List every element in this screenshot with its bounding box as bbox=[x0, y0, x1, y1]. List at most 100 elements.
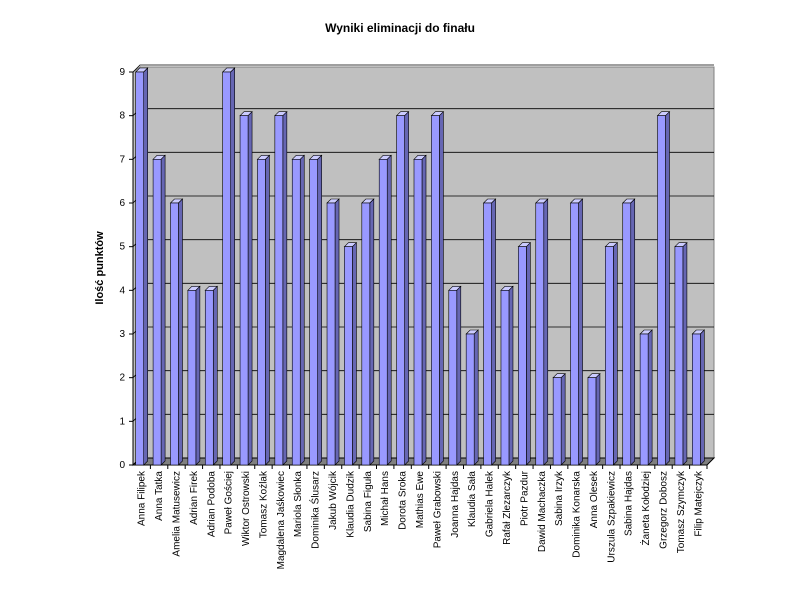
x-tick-label: Adrian Podoba bbox=[206, 471, 217, 538]
bar bbox=[604, 241, 619, 466]
bar-side bbox=[195, 285, 201, 466]
bar bbox=[639, 329, 653, 466]
bar-side bbox=[700, 329, 705, 466]
bar-front bbox=[396, 115, 405, 466]
bar-side bbox=[456, 285, 462, 466]
x-tick-label: Tomasz Szymczyk bbox=[676, 470, 687, 553]
bar-side bbox=[282, 110, 288, 466]
bar-front bbox=[187, 290, 197, 466]
bar-front bbox=[135, 71, 144, 466]
bar-side bbox=[265, 154, 270, 466]
bar-front bbox=[605, 246, 614, 466]
bar bbox=[448, 285, 462, 466]
bar bbox=[430, 110, 445, 466]
bar-front bbox=[535, 202, 545, 466]
bar bbox=[674, 241, 688, 466]
bar bbox=[622, 198, 636, 466]
y-tick-label: 2 bbox=[119, 373, 125, 384]
x-tick-label: Mathias Ewe bbox=[415, 471, 426, 529]
bar bbox=[395, 110, 410, 466]
bar bbox=[343, 241, 358, 466]
bar-side bbox=[613, 241, 618, 466]
bar-front bbox=[239, 115, 249, 466]
bar-front bbox=[274, 115, 284, 466]
x-tick-label: Jakub Wójcik bbox=[328, 470, 339, 530]
bar-front bbox=[692, 333, 701, 466]
grid-line bbox=[132, 64, 714, 73]
y-tick-label: 8 bbox=[119, 111, 125, 122]
bar-side bbox=[543, 198, 549, 466]
bar-side bbox=[143, 67, 148, 466]
bar-front bbox=[622, 202, 632, 466]
bar-front bbox=[639, 333, 649, 466]
x-tick-label: Gabriela Halek bbox=[485, 470, 496, 537]
bar-front bbox=[152, 159, 162, 466]
bar-side bbox=[178, 198, 183, 466]
bar bbox=[308, 154, 323, 466]
x-tick-label: Joanna Hajdas bbox=[450, 471, 461, 538]
bar bbox=[413, 154, 427, 466]
bar bbox=[569, 198, 584, 466]
x-tick-label: Sabina Irzyk bbox=[554, 470, 565, 526]
bar-front bbox=[674, 246, 684, 466]
bar bbox=[500, 285, 514, 466]
y-axis-label: Ilość punktów bbox=[94, 231, 106, 305]
bar-front bbox=[361, 202, 371, 466]
bar bbox=[326, 198, 340, 466]
bar-side bbox=[682, 241, 688, 466]
bar-front bbox=[257, 159, 266, 466]
x-tick-label: Magdalena Jaśkowiec bbox=[276, 471, 287, 569]
x-tick-label: Tomasz Koźlak bbox=[258, 470, 269, 538]
x-tick-label: Mariola Słonka bbox=[293, 471, 304, 538]
bar bbox=[291, 154, 305, 466]
bar-side bbox=[630, 198, 636, 466]
x-tick-label: Dominika Ślusarz bbox=[309, 471, 322, 549]
x-tick-label: Żaneta Kołodziej bbox=[639, 471, 652, 546]
bar-front bbox=[518, 246, 527, 466]
bar bbox=[465, 329, 479, 466]
bar bbox=[152, 154, 166, 466]
x-tick-label: Adrian Firek bbox=[189, 470, 200, 525]
bar bbox=[204, 285, 218, 466]
bar-side bbox=[595, 372, 601, 466]
bar-side bbox=[404, 110, 409, 466]
bar-front bbox=[170, 202, 179, 466]
bar-front bbox=[204, 290, 214, 466]
bar-side bbox=[491, 198, 496, 466]
bar-side bbox=[317, 154, 322, 466]
bar-front bbox=[222, 71, 231, 466]
bar-front bbox=[500, 290, 510, 466]
bar-front bbox=[552, 377, 562, 466]
bar bbox=[482, 198, 497, 466]
bar bbox=[221, 67, 236, 466]
bar-front bbox=[291, 159, 301, 466]
bar bbox=[256, 154, 271, 466]
y-tick-label: 3 bbox=[119, 329, 125, 340]
bar-front bbox=[431, 115, 440, 466]
bar-front bbox=[448, 290, 458, 466]
x-tick-label: Urszula Szpakiewicz bbox=[606, 471, 617, 563]
bar-front bbox=[465, 333, 475, 466]
bar-front bbox=[483, 202, 492, 466]
bar bbox=[656, 110, 671, 466]
y-tick-label: 9 bbox=[119, 67, 125, 78]
bar-front bbox=[657, 115, 666, 466]
bar-side bbox=[421, 154, 427, 466]
bar-side bbox=[526, 241, 531, 466]
bar-front bbox=[344, 246, 353, 466]
bar bbox=[361, 198, 375, 466]
bar bbox=[378, 154, 392, 466]
x-tick-label: Dawid Machaczka bbox=[537, 471, 548, 553]
bar bbox=[691, 329, 706, 466]
x-tick-label: Klaudia Sała bbox=[467, 471, 478, 528]
y-tick-label: 4 bbox=[119, 285, 125, 296]
x-tick-label: Dorota Sroka bbox=[398, 471, 409, 530]
bar-side bbox=[230, 67, 235, 466]
bar-side bbox=[369, 198, 375, 466]
bar-side bbox=[212, 285, 218, 466]
bar-front bbox=[326, 202, 336, 466]
bar-side bbox=[665, 110, 670, 466]
bar-front bbox=[378, 159, 388, 466]
bar-front bbox=[587, 377, 597, 466]
y-tick-label: 7 bbox=[119, 154, 125, 165]
